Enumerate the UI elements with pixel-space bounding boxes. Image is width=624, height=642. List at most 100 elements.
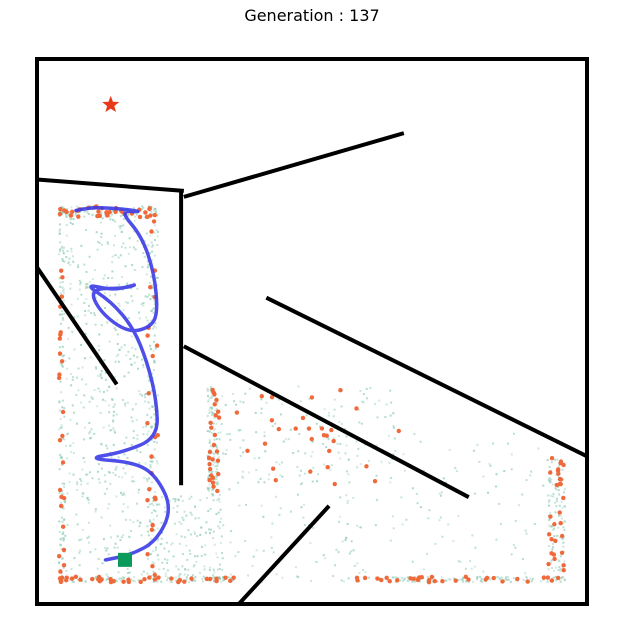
explored-point: [78, 283, 81, 286]
explored-point: [115, 387, 118, 390]
explored-point: [113, 327, 116, 330]
elite-point: [150, 564, 155, 569]
explored-point: [553, 527, 556, 530]
explored-point: [406, 576, 409, 579]
elite-point: [104, 210, 109, 215]
elite-point: [209, 425, 214, 430]
explored-point: [146, 266, 149, 269]
explored-point: [149, 234, 152, 237]
explored-point: [181, 500, 184, 503]
explored-point: [132, 576, 135, 579]
explored-point: [260, 407, 263, 410]
explored-point: [152, 518, 155, 521]
explored-point: [128, 212, 131, 215]
explored-point: [154, 418, 157, 421]
explored-point: [110, 429, 113, 432]
explored-point: [212, 422, 215, 425]
explored-point: [100, 324, 103, 327]
explored-point: [524, 572, 527, 575]
explored-point: [299, 400, 302, 403]
explored-point: [552, 492, 555, 495]
explored-point: [220, 517, 223, 520]
explored-point: [84, 314, 87, 317]
elite-point: [228, 578, 233, 583]
elite-point: [309, 395, 315, 400]
explored-point: [537, 447, 540, 450]
explored-point: [345, 444, 348, 447]
explored-point: [367, 459, 370, 462]
elite-point: [211, 442, 217, 448]
explored-point: [100, 442, 103, 445]
explored-point: [362, 569, 365, 572]
explored-point: [309, 579, 312, 582]
explored-point: [392, 412, 395, 415]
explored-point: [403, 469, 406, 472]
explored-point: [347, 473, 350, 476]
elite-point: [325, 464, 330, 470]
explored-point: [108, 385, 111, 388]
explored-point: [177, 498, 180, 501]
explored-point: [150, 438, 153, 441]
explored-point: [380, 460, 383, 463]
explored-point: [192, 565, 195, 568]
explored-point: [561, 506, 564, 509]
explored-point: [93, 389, 96, 392]
explored-point: [65, 377, 68, 380]
explored-point: [115, 495, 118, 498]
explored-point: [410, 580, 413, 583]
explored-point: [554, 511, 557, 514]
explored-point: [139, 522, 142, 525]
explored-point: [113, 410, 116, 413]
explored-point: [76, 315, 79, 318]
explored-point: [136, 449, 139, 452]
explored-point: [194, 579, 197, 582]
explored-point: [106, 447, 109, 450]
explored-point: [212, 446, 215, 449]
explored-point: [272, 551, 275, 554]
elite-point: [211, 484, 216, 489]
elite-point: [147, 575, 152, 580]
explored-point: [101, 217, 104, 220]
elite-point: [308, 469, 313, 474]
explored-point: [131, 299, 134, 302]
explored-point: [275, 461, 278, 464]
explored-point: [142, 304, 145, 307]
elite-point: [214, 397, 219, 403]
explored-point: [311, 440, 314, 443]
explored-point: [104, 371, 107, 374]
explored-point: [107, 471, 110, 474]
explored-point: [211, 412, 214, 415]
explored-point: [444, 579, 447, 582]
explored-point: [215, 478, 218, 481]
explored-point: [413, 433, 416, 436]
explored-point: [180, 535, 183, 538]
explored-point: [211, 470, 214, 473]
elite-point: [148, 284, 153, 290]
explored-point: [126, 401, 129, 404]
explored-point: [145, 273, 148, 276]
explored-point: [260, 398, 263, 401]
explored-point: [124, 404, 127, 407]
explored-point: [149, 464, 152, 467]
explored-point: [180, 522, 183, 525]
explored-point: [109, 482, 112, 485]
explored-point: [297, 576, 300, 579]
explored-point: [218, 576, 221, 579]
explored-point: [88, 421, 91, 424]
explored-point: [194, 517, 197, 520]
explored-point: [143, 400, 146, 403]
explored-point: [138, 462, 141, 465]
elite-point: [234, 410, 240, 415]
explored-point: [114, 578, 117, 581]
explored-point: [340, 405, 343, 408]
explored-point: [154, 209, 157, 212]
explored-point: [154, 549, 157, 552]
explored-point: [150, 250, 153, 253]
explored-point: [213, 452, 216, 455]
elite-point: [372, 478, 378, 484]
elite-point: [427, 577, 432, 583]
explored-point: [78, 213, 81, 216]
explored-point: [151, 561, 154, 564]
explored-point: [122, 242, 125, 245]
explored-point: [197, 517, 200, 520]
